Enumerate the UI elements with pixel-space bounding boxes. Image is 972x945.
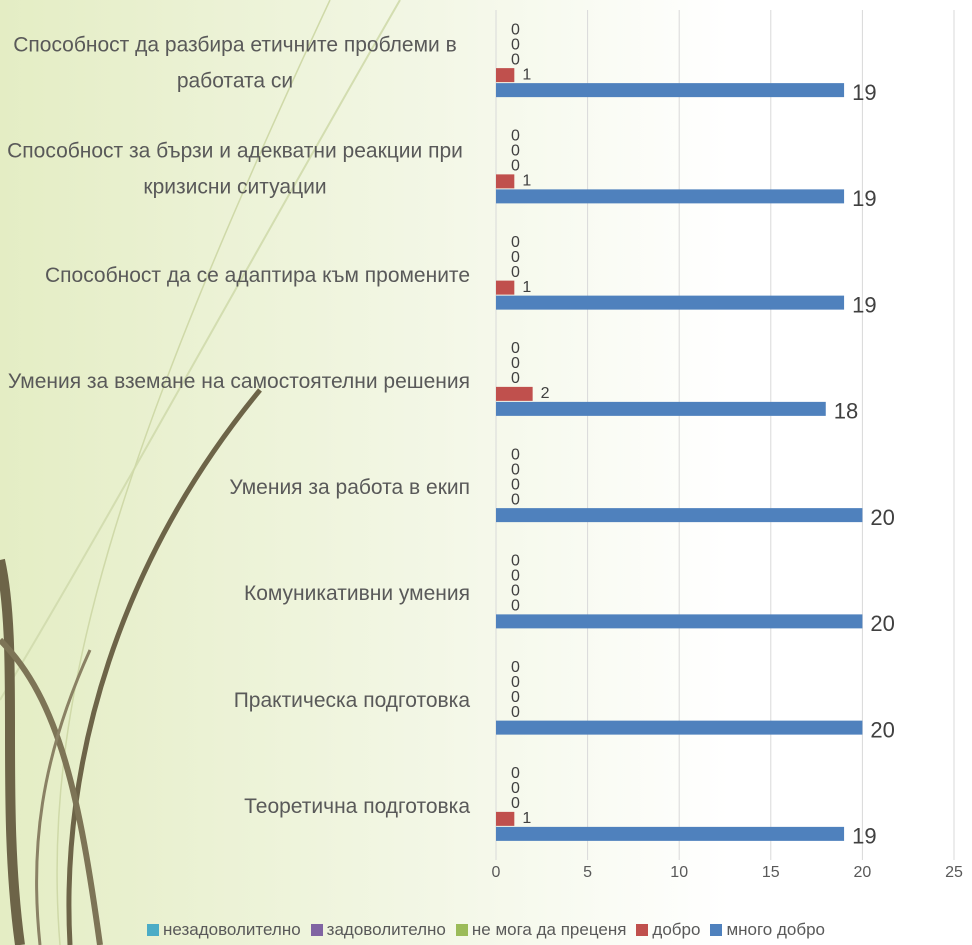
data-label: 0 <box>511 355 520 372</box>
y-tick-label: Способност да разбира етичните проблеми … <box>13 33 457 93</box>
legend-label: незадоволително <box>162 920 301 939</box>
data-label: 0 <box>511 765 520 782</box>
data-label: 19 <box>852 292 876 317</box>
data-label: 0 <box>511 370 520 387</box>
x-tick-label: 25 <box>945 864 963 881</box>
legend-label: задоволително <box>326 920 446 939</box>
data-label: 0 <box>511 158 520 175</box>
data-label: 20 <box>870 717 894 742</box>
decoration <box>0 0 401 945</box>
data-label: 0 <box>511 476 520 493</box>
data-label: 0 <box>511 36 520 53</box>
data-label: 1 <box>522 173 531 190</box>
data-label: 0 <box>511 51 520 68</box>
bar <box>496 614 863 629</box>
legend: незадоволително задоволително не мога да п… <box>0 920 972 940</box>
legend-item: добро <box>636 920 700 940</box>
data-label: 19 <box>852 80 876 105</box>
data-label: 0 <box>511 568 520 585</box>
x-tick-label: 15 <box>762 864 780 881</box>
data-label: 0 <box>511 21 520 38</box>
y-tick-label: Комуникативни умения <box>243 582 470 606</box>
data-label: 1 <box>522 66 531 83</box>
bar <box>496 68 515 83</box>
data-label: 1 <box>522 279 531 296</box>
data-label: 20 <box>870 505 894 530</box>
legend-swatch <box>455 924 468 936</box>
bar <box>496 826 845 841</box>
bar <box>496 83 845 98</box>
data-label: 0 <box>511 674 520 691</box>
x-tick-label: 5 <box>583 864 592 881</box>
data-label: 0 <box>511 446 520 463</box>
bar <box>496 401 826 416</box>
data-label: 2 <box>541 385 550 402</box>
category-label-box: Практическа подготовка <box>0 683 470 719</box>
data-label: 18 <box>834 399 858 424</box>
legend-label: добро <box>652 920 701 939</box>
data-label: 0 <box>511 704 520 721</box>
legend-item: задоволително <box>310 920 446 940</box>
legend-item: незадоволително <box>146 920 301 940</box>
x-tick-label: 20 <box>854 864 872 881</box>
data-label: 19 <box>852 186 876 211</box>
category-label-box: Способност да се адаптира към промените <box>0 258 470 294</box>
x-tick-label: 0 <box>492 864 501 881</box>
data-label: 1 <box>522 810 531 827</box>
category-label-box: Теоретична подготовка <box>0 789 470 825</box>
data-label: 0 <box>511 689 520 706</box>
data-label: 0 <box>511 491 520 508</box>
data-label: 0 <box>511 659 520 676</box>
category-label-box: Способност да разбира етичните проблеми … <box>0 27 470 98</box>
data-label: 19 <box>852 824 876 849</box>
y-tick-label: Способност да се адаптира към промените <box>44 263 470 287</box>
legend-label: много добро <box>726 920 826 939</box>
bar <box>496 811 515 826</box>
legend-item: много добро <box>710 920 825 940</box>
category-label-box: Умения за вземане на самостоятелни решен… <box>0 364 470 400</box>
data-label: 0 <box>511 780 520 797</box>
data-label: 0 <box>511 143 520 160</box>
data-label: 20 <box>870 611 894 636</box>
y-tick-label: Умения за работа в екип <box>229 476 470 500</box>
data-label: 0 <box>511 461 520 478</box>
bar <box>496 189 845 204</box>
category-label-box: Комуникативни умения <box>0 577 470 613</box>
data-label: 0 <box>511 249 520 266</box>
legend-swatch <box>310 924 323 936</box>
data-label: 0 <box>511 795 520 812</box>
y-tick-label: Теоретична подготовка <box>244 795 470 819</box>
bar <box>496 720 863 735</box>
x-tick-label: 10 <box>670 864 688 881</box>
data-label: 0 <box>511 264 520 281</box>
data-label: 0 <box>511 234 520 251</box>
legend-label: не мога да преценя <box>471 920 627 939</box>
data-label: 0 <box>511 553 520 570</box>
legend-swatch <box>636 924 649 936</box>
y-tick-label: Умения за вземане на самостоятелни решен… <box>7 370 470 394</box>
data-label: 0 <box>511 340 520 357</box>
data-label: 0 <box>511 598 520 615</box>
legend-swatch <box>710 924 723 936</box>
data-label: 0 <box>511 583 520 600</box>
category-label-box: Умения за работа в екип <box>0 470 470 506</box>
bar <box>496 174 515 189</box>
data-label: 0 <box>511 128 520 145</box>
legend-swatch <box>146 924 159 936</box>
category-label-box: Способност за бързи и адекватни реакции … <box>0 134 470 205</box>
y-tick-label: Практическа подготовка <box>233 688 470 712</box>
bar <box>496 386 533 401</box>
legend-item: не мога да преценя <box>455 920 627 940</box>
bar <box>496 295 845 310</box>
bar <box>496 280 515 295</box>
bar <box>496 508 863 523</box>
y-tick-label: Способност за бързи и адекватни реакции … <box>7 139 463 199</box>
